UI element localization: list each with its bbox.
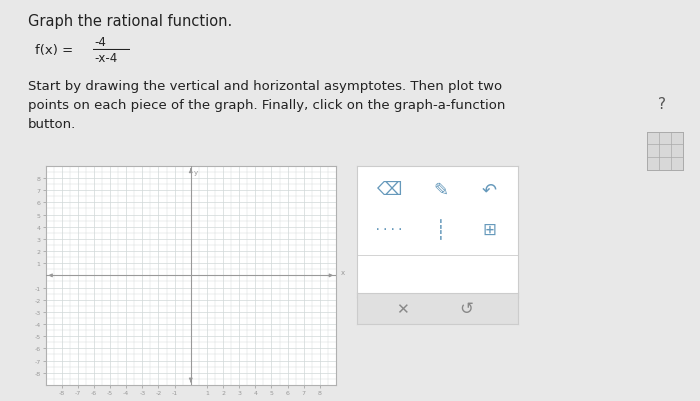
Text: ✎: ✎: [433, 181, 448, 199]
Text: ┊: ┊: [435, 219, 447, 240]
Text: ⊞: ⊞: [482, 221, 496, 238]
Text: ↶: ↶: [482, 181, 496, 199]
Text: -x-4: -x-4: [94, 52, 118, 65]
Text: ⌫: ⌫: [377, 181, 402, 199]
Text: -4: -4: [94, 36, 106, 49]
Text: ↺: ↺: [459, 300, 473, 318]
Text: x: x: [341, 269, 345, 275]
Text: ····: ····: [374, 223, 404, 236]
Text: ✕: ✕: [395, 301, 409, 316]
Text: f(x) =: f(x) =: [35, 44, 73, 57]
Text: ?: ?: [657, 97, 666, 112]
Text: Start by drawing the vertical and horizontal asymptotes. Then plot two
points on: Start by drawing the vertical and horizo…: [28, 80, 505, 131]
Text: Graph the rational function.: Graph the rational function.: [28, 14, 232, 29]
Text: y: y: [194, 170, 198, 175]
